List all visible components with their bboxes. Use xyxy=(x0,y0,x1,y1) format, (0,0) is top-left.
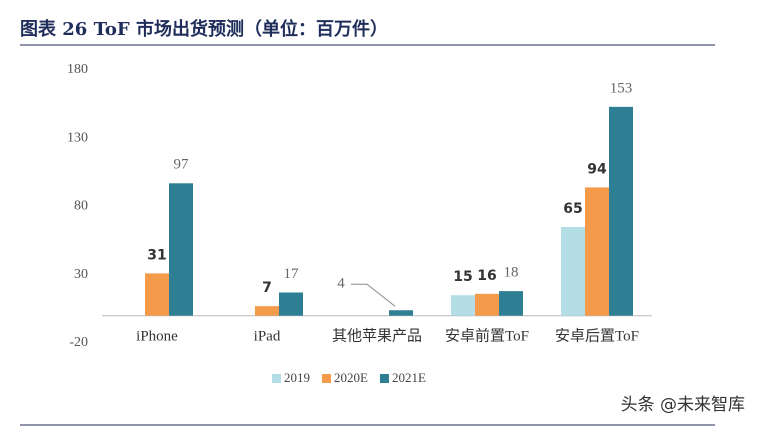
value-label: 94 xyxy=(587,161,607,177)
bar xyxy=(585,187,609,316)
legend-label: 2020E xyxy=(334,370,368,385)
value-label: 31 xyxy=(147,247,166,263)
value-label: 17 xyxy=(284,266,300,282)
y-tick-label: -20 xyxy=(69,335,88,350)
y-tick-label: 180 xyxy=(67,62,88,77)
value-label: 18 xyxy=(504,265,519,281)
y-tick-label: 30 xyxy=(74,267,88,282)
x-tick-label: 安卓前置ToF xyxy=(445,327,529,344)
chart-title: 图表 26 ToF 市场出货预测（单位：百万件） xyxy=(20,18,388,40)
x-tick-label: 其他苹果产品 xyxy=(332,327,422,344)
bar xyxy=(169,183,193,316)
bar xyxy=(389,310,413,316)
watermark: 头条 @未来智库 xyxy=(621,395,745,415)
x-tick-label: iPhone xyxy=(136,328,178,344)
legend-swatch xyxy=(272,374,281,383)
value-label: 16 xyxy=(477,268,496,284)
value-label: 4 xyxy=(337,276,345,292)
legend-label: 2019 xyxy=(284,370,310,385)
x-tick-label: 安卓后置ToF xyxy=(555,327,639,344)
value-label: 97 xyxy=(174,157,190,173)
bar xyxy=(499,291,523,316)
bar xyxy=(279,292,303,316)
bar xyxy=(255,306,279,316)
legend-label: 2021E xyxy=(392,370,426,385)
bar xyxy=(451,295,475,316)
bar xyxy=(609,106,633,316)
bar xyxy=(145,273,169,316)
value-label: 65 xyxy=(563,201,582,217)
leader-line xyxy=(351,283,396,307)
x-tick-label: iPad xyxy=(254,328,281,344)
value-label: 15 xyxy=(453,269,472,285)
bar xyxy=(475,293,499,316)
value-label: 153 xyxy=(610,80,633,96)
y-tick-label: 130 xyxy=(67,130,88,145)
bar xyxy=(561,226,585,316)
y-tick-label: 80 xyxy=(74,199,88,214)
value-label: 7 xyxy=(262,280,272,296)
legend-swatch xyxy=(322,374,331,383)
legend-swatch xyxy=(379,374,389,383)
